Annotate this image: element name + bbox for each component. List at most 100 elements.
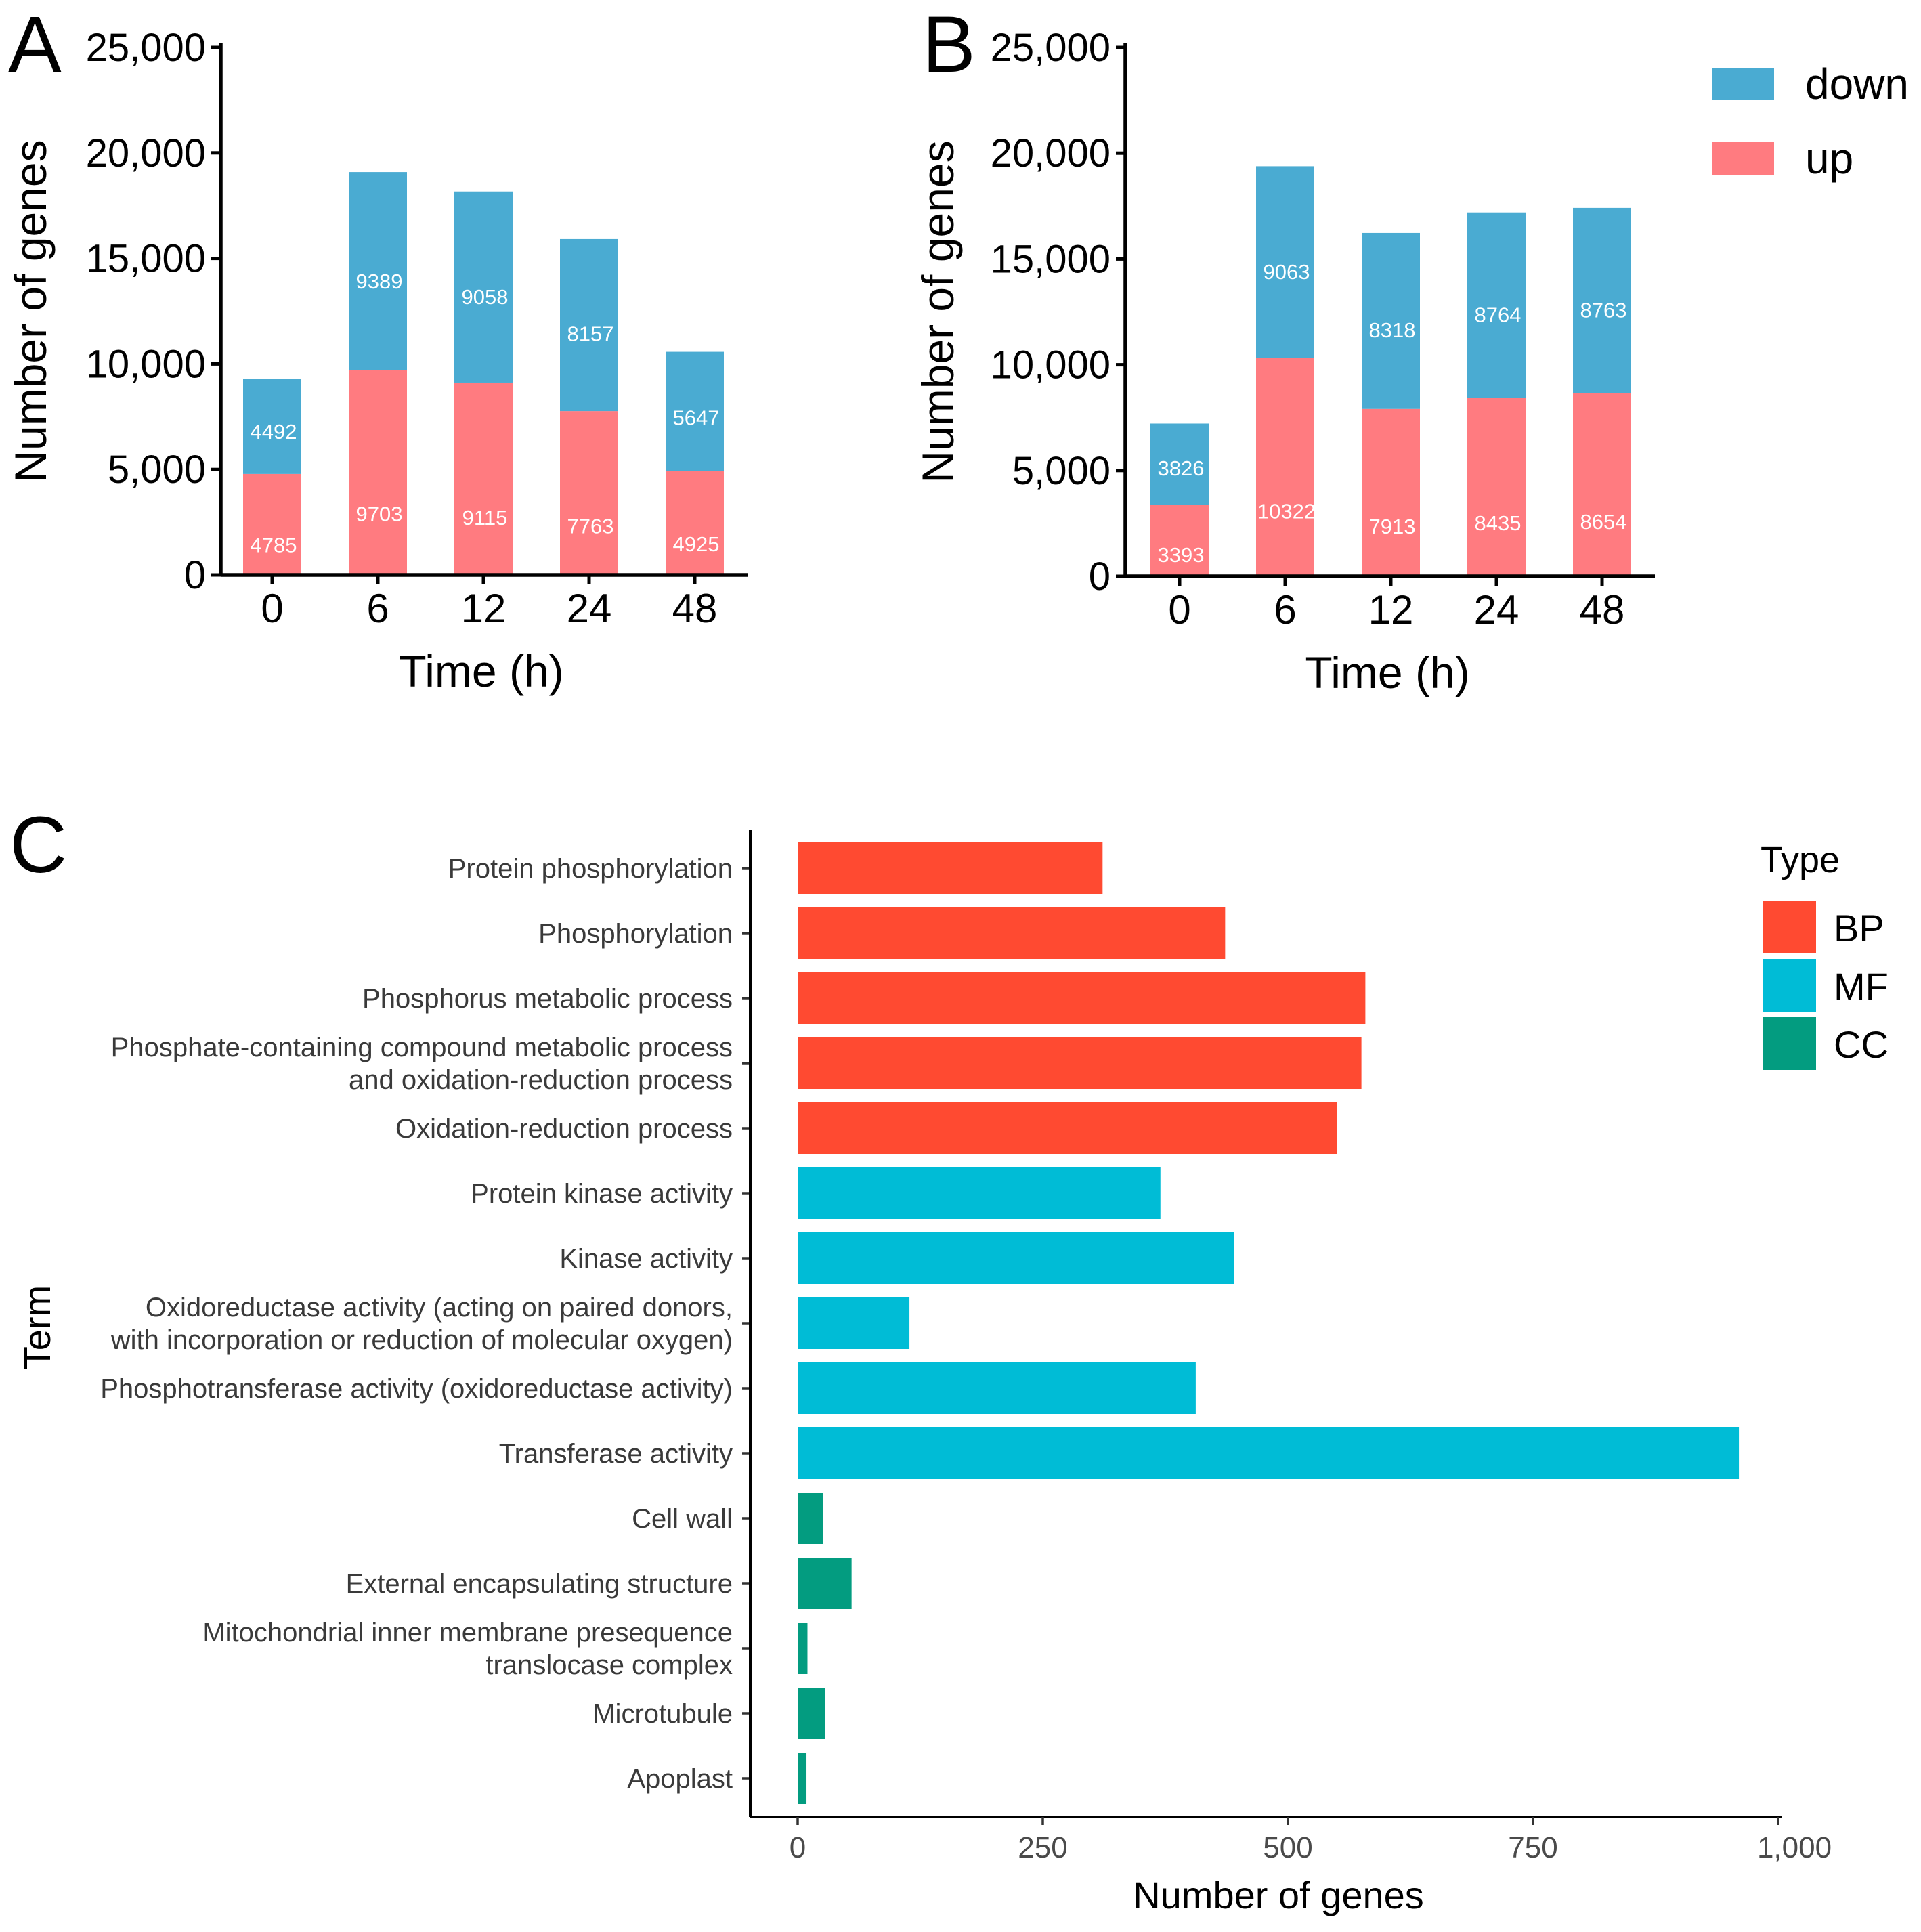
bar-value-label: 9389 (356, 270, 403, 293)
bar-down (666, 351, 724, 471)
bar-bp (798, 1102, 1337, 1154)
bar-cc (798, 1753, 807, 1804)
bar-value-label: 9703 (356, 502, 403, 525)
legend-swatch-down (1712, 68, 1774, 100)
bar-up (1150, 505, 1209, 576)
panel-b-chart: 0 5,000 10,000 15,000 20,000 25,000 3393 3826 0 1… (913, 26, 1909, 697)
bar-up (560, 411, 618, 575)
y-axis-title: Number of genes (913, 140, 963, 483)
term-label: Microtubule (592, 1699, 733, 1729)
bar-value-label: 3393 (1158, 543, 1205, 567)
bar-value-label: 4785 (251, 533, 297, 557)
legend-label-bp: BP (1834, 907, 1884, 949)
bar-cc (798, 1623, 808, 1674)
bar-up (666, 471, 724, 575)
bar-value-label: 10322 (1257, 499, 1316, 523)
bar-value-label: 4925 (673, 532, 720, 556)
bar-down (1573, 207, 1631, 393)
x-tick-label: 250 (1018, 1831, 1067, 1864)
y-tick-label: 25,000 (86, 26, 206, 70)
y-tick-label: 20,000 (991, 131, 1110, 175)
bar-value-label: 8435 (1475, 511, 1521, 535)
term-label: translocase complex (485, 1650, 733, 1680)
panel-label-a: A (8, 0, 62, 89)
bar-down (560, 238, 618, 412)
y-axis-title: Term (16, 1285, 58, 1369)
y-tick-label: 5,000 (1012, 449, 1110, 493)
legend-label-down: down (1805, 60, 1909, 108)
term-label: Phosphorylation (538, 919, 733, 949)
bar-bp (798, 972, 1366, 1024)
term-label: Oxidoreductase activity (acting on paire… (146, 1293, 733, 1323)
legend-swatch-cc (1763, 1017, 1816, 1070)
bar-bp (798, 842, 1103, 894)
term-label: Phosphotransferase activity (oxidoreduct… (100, 1374, 733, 1404)
term-label: and oxidation-reduction process (349, 1065, 733, 1095)
x-tick-label: 48 (672, 586, 718, 631)
legend-label-cc: CC (1834, 1023, 1888, 1066)
panel-label-c: C (9, 800, 67, 890)
bar-mf (798, 1297, 910, 1349)
bar-mf (798, 1232, 1234, 1284)
y-tick-label: 0 (184, 553, 206, 597)
bar-down (1256, 166, 1314, 358)
bar-mf (798, 1427, 1740, 1479)
x-tick-label: 12 (461, 586, 506, 631)
y-axis-title: Number of genes (5, 139, 56, 482)
legend-swatch-mf (1763, 959, 1816, 1012)
bar-up (1362, 408, 1420, 576)
term-label: Transferase activity (499, 1439, 733, 1469)
bar-bp (798, 907, 1226, 959)
panel-label-b: B (922, 0, 976, 89)
bar-down (243, 379, 301, 474)
bar-value-label: 7913 (1369, 515, 1416, 538)
bar-up (1573, 393, 1631, 576)
x-tick-label: 24 (567, 586, 612, 631)
legend-swatch-bp (1763, 901, 1816, 953)
term-label: Phosphorus metabolic process (362, 984, 733, 1014)
bar-up (243, 473, 301, 575)
term-label: Oxidation-reduction process (395, 1114, 733, 1144)
x-tick-label: 6 (1274, 587, 1296, 632)
legend-title: Type (1761, 840, 1840, 880)
legend-label-mf: MF (1834, 965, 1888, 1008)
bar-up (349, 370, 407, 575)
legend-swatch-up (1712, 142, 1774, 175)
bar-cc (798, 1493, 823, 1544)
bar-up (1256, 358, 1314, 576)
y-tick-label: 20,000 (86, 131, 206, 175)
y-tick-label: 0 (1089, 555, 1110, 599)
legend-label-up: up (1805, 134, 1853, 183)
bar-down (1150, 423, 1209, 505)
bar-value-label: 8763 (1580, 298, 1627, 322)
bar-mf (798, 1362, 1196, 1414)
y-tick-label: 25,000 (991, 26, 1110, 70)
bar-value-label: 9063 (1264, 260, 1310, 284)
y-tick-label: 5,000 (108, 448, 206, 492)
bar-value-label: 7763 (567, 514, 614, 538)
bar-value-label: 8764 (1475, 303, 1521, 326)
bar-down (1362, 232, 1420, 409)
x-axis-title: Number of genes (1133, 1874, 1424, 1916)
term-label: with incorporation or reduction of molec… (110, 1325, 733, 1355)
y-tick-label: 15,000 (86, 237, 206, 281)
bar-value-label: 5647 (673, 406, 720, 429)
bar-value-label: 8157 (567, 322, 614, 346)
term-label: Mitochondrial inner membrane presequence (202, 1618, 733, 1648)
bar-value-label: 9058 (462, 285, 509, 309)
x-tick-label: 0 (790, 1831, 806, 1864)
x-tick-label: 24 (1474, 587, 1519, 632)
x-axis-title: Time (h) (399, 646, 563, 696)
x-tick-label: 1,000 (1757, 1831, 1832, 1864)
x-tick-label: 6 (366, 586, 389, 631)
x-tick-label: 0 (1168, 587, 1190, 632)
bar-down (1467, 212, 1526, 398)
y-tick-label: 10,000 (991, 343, 1110, 387)
term-label: Protein phosphorylation (448, 854, 733, 884)
bar-value-label: 8654 (1580, 510, 1627, 534)
term-label: Protein kinase activity (471, 1179, 733, 1209)
x-tick-label: 0 (261, 586, 283, 631)
bar-cc (798, 1558, 852, 1609)
bar-down (349, 172, 407, 370)
